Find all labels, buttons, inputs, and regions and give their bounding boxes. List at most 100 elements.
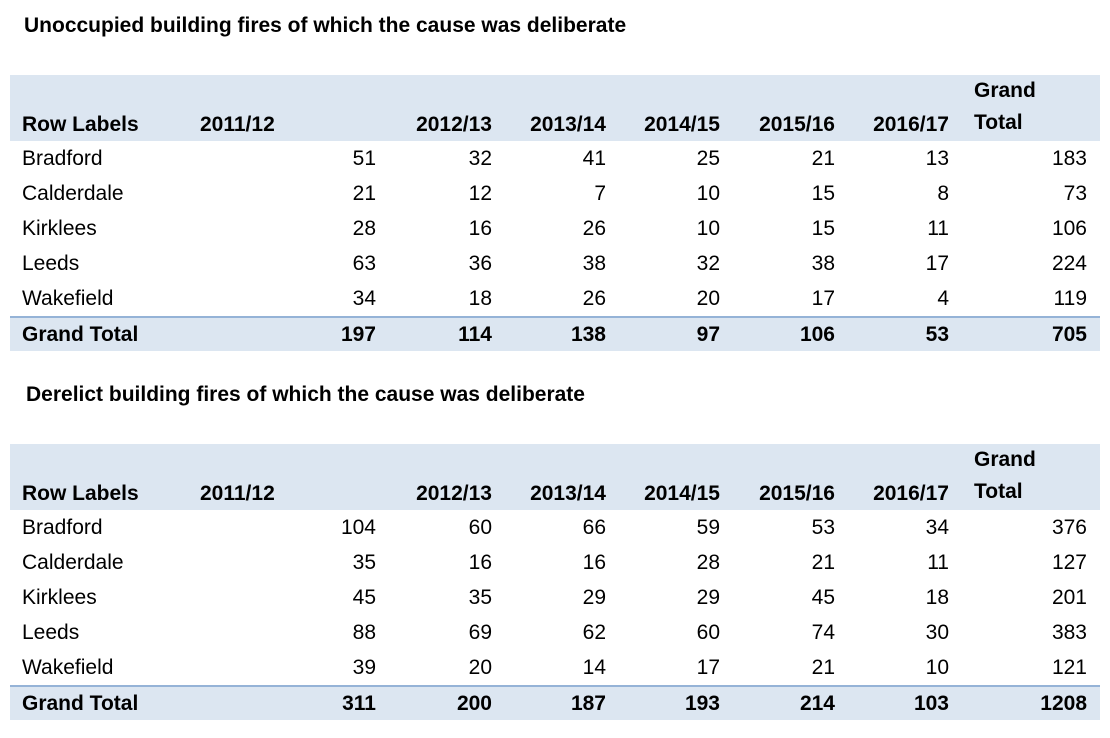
- grand-total-header-line2: Total: [974, 480, 1023, 503]
- table-cell: 11: [927, 551, 949, 574]
- column-header-year: 2011/12: [200, 113, 275, 136]
- table-cell: 224: [1051, 252, 1087, 275]
- column-header-year: 2013/14: [530, 113, 606, 136]
- table-row: Leeds 63 36 38 32 38 17 224: [10, 246, 1100, 281]
- grand-total-cell: 311: [342, 692, 376, 715]
- table-cell: 60: [468, 516, 492, 539]
- table-cell: 10: [696, 217, 720, 240]
- grand-total-cell: 187: [570, 692, 606, 715]
- table-cell: 21: [352, 182, 376, 205]
- table-row: Bradford 104 60 66 59 53 34 376: [10, 510, 1100, 545]
- table-row: Wakefield 39 20 14 17 21 10 121: [10, 650, 1100, 685]
- table-cell: 119: [1053, 287, 1087, 310]
- grand-total-cell: 114: [458, 323, 492, 346]
- grand-total-cell: 200: [456, 692, 492, 715]
- table-cell: 4: [937, 287, 949, 310]
- table-cell: 21: [811, 551, 835, 574]
- table-cell: 12: [468, 182, 492, 205]
- grand-total-label: Grand Total: [22, 323, 139, 346]
- column-header-year: 2014/15: [644, 482, 720, 505]
- header-row: Row Labels 2011/12 2012/13 2013/14 2014/15 20…: [10, 75, 1100, 141]
- table-cell: 17: [811, 287, 835, 310]
- table-cell: 62: [582, 621, 606, 644]
- table-cell: 29: [696, 586, 720, 609]
- table-cell: 30: [925, 621, 949, 644]
- row-label: Calderdale: [22, 551, 124, 574]
- table-cell: 45: [352, 586, 376, 609]
- column-header-row-labels: Row Labels: [22, 482, 139, 505]
- grand-total-cell: 53: [925, 323, 949, 346]
- table-cell: 29: [582, 586, 606, 609]
- table-cell: 15: [811, 182, 835, 205]
- table-title-derelict: Derelict building fires of which the cau…: [26, 383, 585, 406]
- grand-total-header-line2: Total: [974, 111, 1023, 134]
- row-label: Wakefield: [22, 287, 114, 310]
- table-cell: 74: [811, 621, 835, 644]
- table-cell: 104: [340, 516, 376, 539]
- grand-total-label: Grand Total: [22, 692, 139, 715]
- grand-total-cell: 1208: [1040, 692, 1087, 715]
- table-cell: 121: [1051, 656, 1087, 679]
- pivot-table-derelict: Row Labels 2011/12 2012/13 2013/14 2014/15 20…: [10, 444, 1100, 720]
- table-cell: 18: [468, 287, 492, 310]
- table-cell: 51: [352, 147, 376, 170]
- grand-total-cell: 106: [799, 323, 835, 346]
- table-row: Leeds 88 69 62 60 74 30 383: [10, 615, 1100, 650]
- table-cell: 17: [696, 656, 720, 679]
- table-cell: 376: [1051, 516, 1087, 539]
- column-header-year: 2016/17: [873, 482, 949, 505]
- table-cell: 38: [582, 252, 606, 275]
- table-cell: 10: [925, 656, 949, 679]
- table-cell: 28: [352, 217, 376, 240]
- table-cell: 26: [582, 217, 606, 240]
- column-header-year: 2015/16: [759, 113, 835, 136]
- row-label: Leeds: [22, 621, 80, 644]
- grand-total-header-line1: Grand: [974, 448, 1036, 471]
- grand-total-cell: 138: [570, 323, 606, 346]
- table-cell: 41: [582, 147, 606, 170]
- row-label: Bradford: [22, 147, 103, 170]
- grand-total-cell: 197: [340, 323, 376, 346]
- pivot-table-unoccupied: Row Labels 2011/12 2012/13 2013/14 2014/15 20…: [10, 75, 1100, 351]
- table-cell: 88: [352, 621, 376, 644]
- table-cell: 20: [468, 656, 492, 679]
- table-cell: 21: [811, 656, 835, 679]
- table-cell: 69: [468, 621, 492, 644]
- grand-total-row: Grand Total 311 200 187 193 214 103 1208: [10, 685, 1100, 720]
- table-cell: 35: [352, 551, 376, 574]
- grand-total-header-line1: Grand: [974, 79, 1036, 102]
- grand-total-cell: 97: [696, 323, 720, 346]
- table-cell: 201: [1051, 586, 1087, 609]
- column-header-year: 2015/16: [759, 482, 835, 505]
- table-row: Bradford 51 32 41 25 21 13 183: [10, 141, 1100, 176]
- column-header-grand-total: Grand Total: [974, 444, 1036, 508]
- table-cell: 10: [696, 182, 720, 205]
- grand-total-cell: 193: [684, 692, 720, 715]
- table-cell: 38: [811, 252, 835, 275]
- table-cell: 16: [582, 551, 606, 574]
- table-cell: 36: [468, 252, 492, 275]
- table-cell: 34: [925, 516, 949, 539]
- column-header-grand-total: Grand Total: [974, 75, 1036, 139]
- table-cell: 39: [352, 656, 376, 679]
- table-cell: 53: [811, 516, 835, 539]
- table-row: Kirklees 45 35 29 29 45 18 201: [10, 580, 1100, 615]
- table-cell: 383: [1051, 621, 1087, 644]
- table-cell: 63: [352, 252, 376, 275]
- table-cell: 66: [582, 516, 606, 539]
- row-label: Bradford: [22, 516, 103, 539]
- row-label: Calderdale: [22, 182, 124, 205]
- table-cell: 183: [1051, 147, 1087, 170]
- table-cell: 8: [937, 182, 949, 205]
- header-row: Row Labels 2011/12 2012/13 2013/14 2014/15 20…: [10, 444, 1100, 510]
- table-cell: 21: [811, 147, 835, 170]
- table-cell: 59: [696, 516, 720, 539]
- table-cell: 17: [925, 252, 949, 275]
- table-cell: 28: [696, 551, 720, 574]
- row-label: Kirklees: [22, 217, 97, 240]
- table-cell: 18: [925, 586, 949, 609]
- table-cell: 15: [811, 217, 835, 240]
- grand-total-cell: 103: [913, 692, 949, 715]
- table-cell: 73: [1063, 182, 1087, 205]
- table-row: Calderdale 35 16 16 28 21 11 127: [10, 545, 1100, 580]
